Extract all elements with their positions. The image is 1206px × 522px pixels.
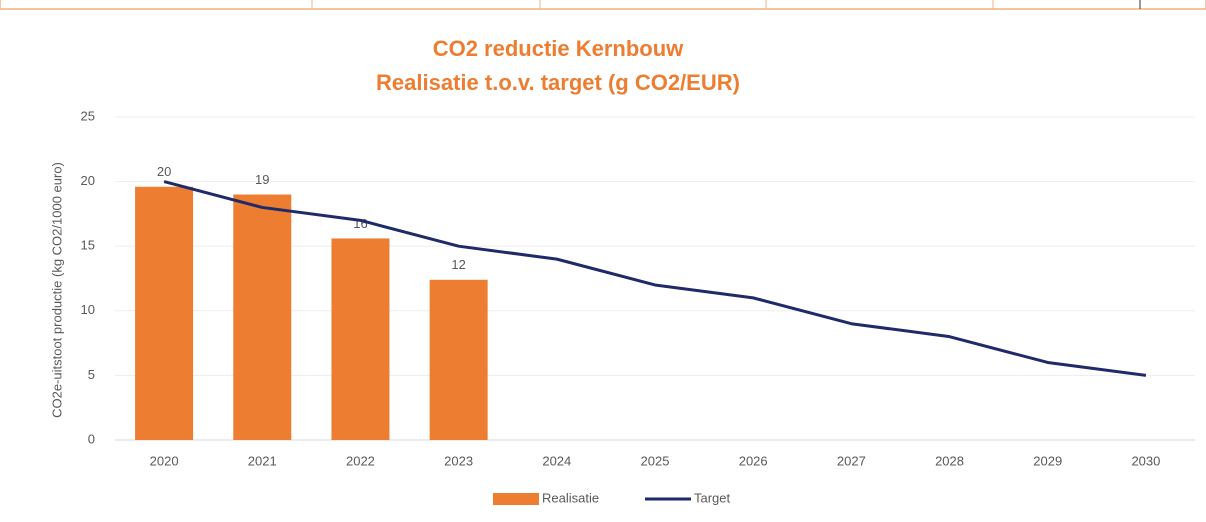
y-tick-label: 20: [81, 173, 95, 188]
x-tick-label: 2020: [150, 453, 179, 468]
data-label: 12: [451, 257, 465, 272]
x-tick-label: 2022: [346, 453, 375, 468]
data-label: 16: [353, 216, 367, 231]
x-tick-label: 2023: [444, 453, 473, 468]
x-tick-label: 2024: [542, 453, 571, 468]
x-tick-label: 2028: [935, 453, 964, 468]
bar: [429, 279, 488, 440]
line: [163, 180, 1147, 377]
x-tick-label: 2029: [1033, 453, 1062, 468]
y-tick-label: 5: [88, 367, 95, 382]
y-tick-label: 15: [81, 238, 95, 253]
y-axis-label: CO2e-uitstoot productie (kg CO2/1000 eur…: [49, 162, 64, 418]
bar: [331, 238, 390, 440]
bar: [135, 186, 194, 440]
legend-label: Target: [694, 490, 731, 505]
x-tick-label: 2030: [1131, 453, 1160, 468]
legend-label: Realisatie: [542, 490, 599, 505]
x-tick-label: 2026: [739, 453, 768, 468]
data-label: 19: [255, 172, 269, 187]
chart-subtitle: Realisatie t.o.v. target (g CO2/EUR): [376, 70, 740, 95]
x-tick-label: 2025: [641, 453, 670, 468]
x-tick-label: 2021: [248, 453, 277, 468]
x-tick-label: 2027: [837, 453, 866, 468]
legend-swatch: [493, 493, 539, 505]
y-tick-label: 0: [88, 431, 95, 446]
bar: [233, 194, 292, 440]
y-tick-label: 10: [81, 302, 95, 317]
table-strip: [0, 0, 1206, 10]
y-tick-label: 25: [81, 108, 95, 123]
data-label: 20: [157, 164, 171, 179]
chart-title: CO2 reductie Kernbouw: [433, 36, 684, 61]
